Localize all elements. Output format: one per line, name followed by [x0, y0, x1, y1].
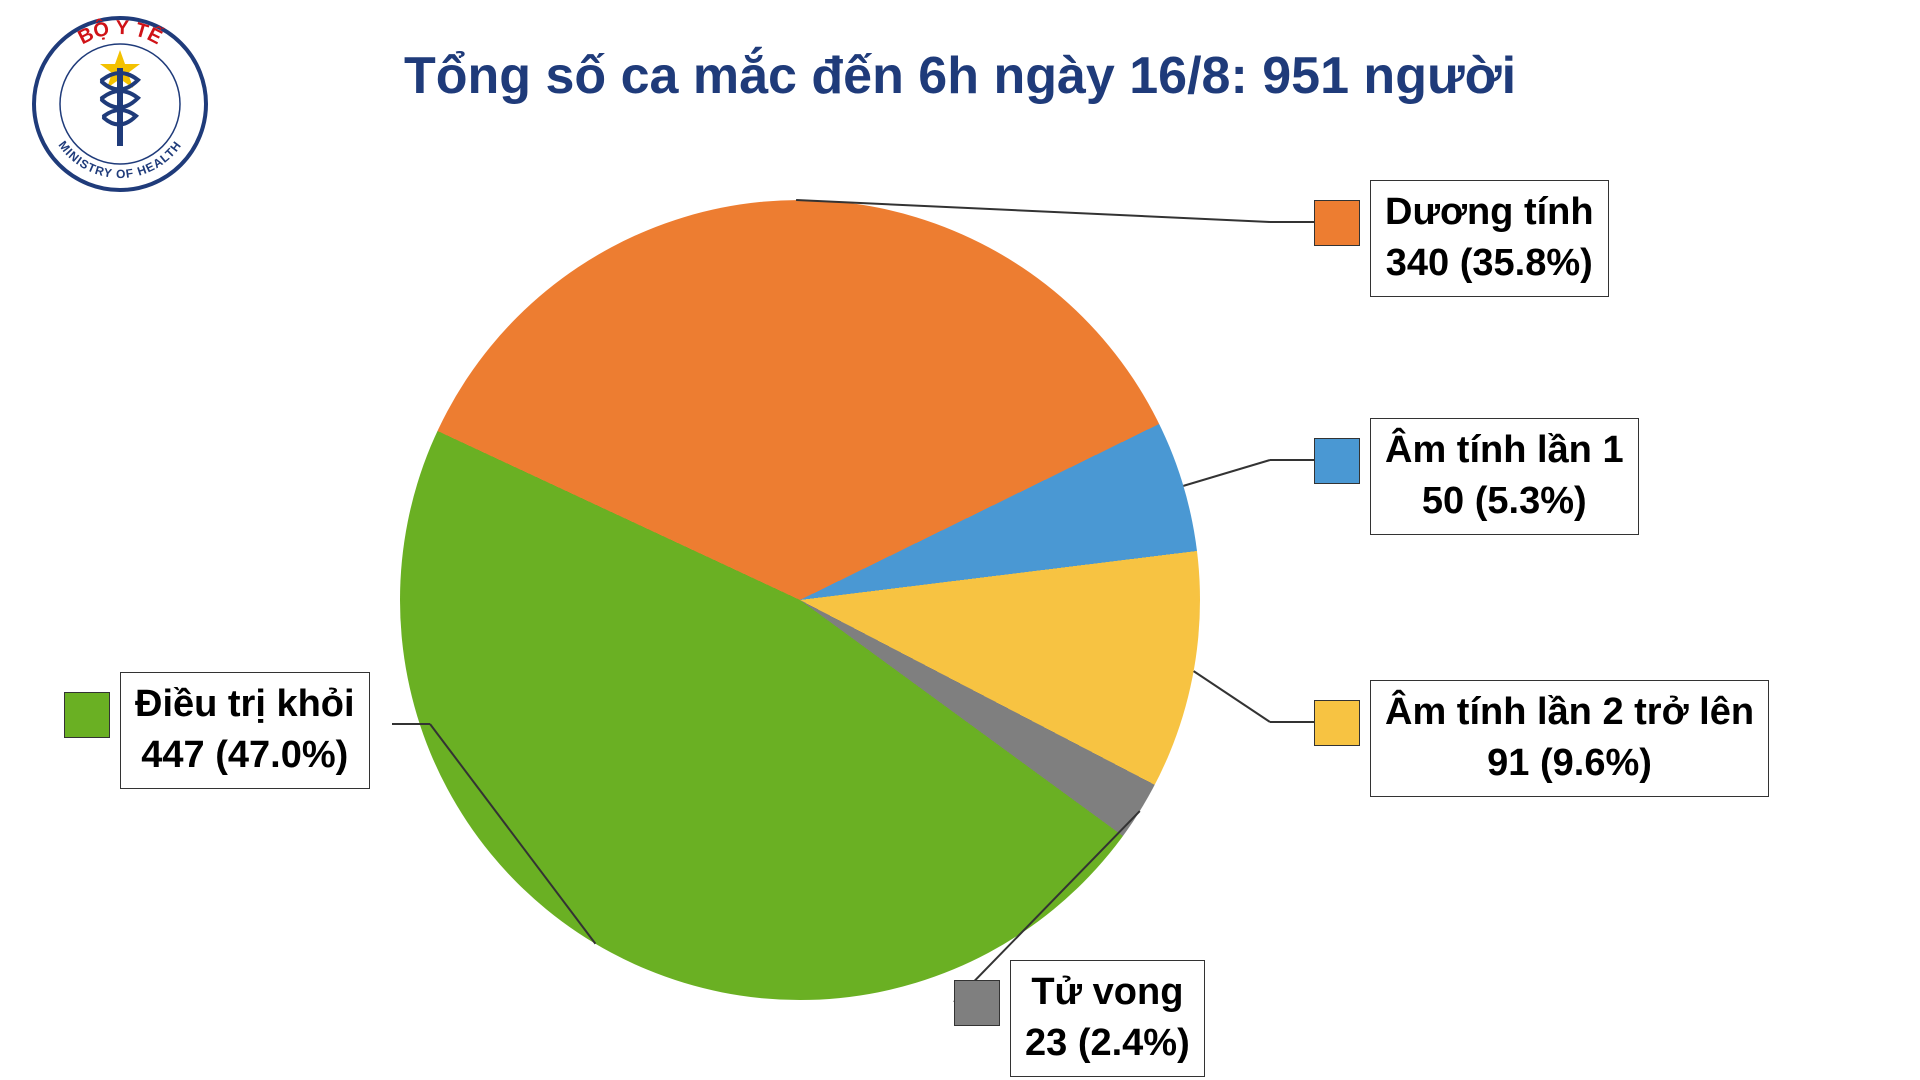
legend-line2: 340 (35.8%) — [1386, 242, 1593, 284]
chart-title: Tổng số ca mắc đến 6h ngày 16/8: 951 ngư… — [0, 46, 1920, 106]
legend-swatch-death — [954, 980, 1000, 1026]
legend-swatch-positive — [1314, 200, 1360, 246]
legend-label-positive: Dương tính 340 (35.8%) — [1370, 180, 1609, 297]
legend-label-death: Tử vong 23 (2.4%) — [1010, 960, 1205, 1077]
legend-line1: Dương tính — [1385, 191, 1594, 233]
legend-label-recovered: Điều trị khỏi 447 (47.0%) — [120, 672, 370, 789]
legend-swatch-recovered — [64, 692, 110, 738]
legend-line2: 447 (47.0%) — [141, 734, 348, 776]
pie-chart — [400, 200, 1200, 1000]
legend-label-neg1: Âm tính lần 1 50 (5.3%) — [1370, 418, 1639, 535]
legend-swatch-neg2 — [1314, 700, 1360, 746]
legend-line1: Tử vong — [1031, 971, 1183, 1013]
legend-line2: 50 (5.3%) — [1422, 480, 1587, 522]
legend-line2: 23 (2.4%) — [1025, 1022, 1190, 1064]
legend-line2: 91 (9.6%) — [1487, 742, 1652, 784]
legend-line1: Âm tính lần 1 — [1385, 429, 1624, 471]
legend-line1: Âm tính lần 2 trở lên — [1385, 691, 1754, 733]
legend-label-neg2: Âm tính lần 2 trở lên 91 (9.6%) — [1370, 680, 1769, 797]
ministry-logo: BỘ Y TẾ MINISTRY OF HEALTH — [10, 0, 230, 214]
chart-stage: BỘ Y TẾ MINISTRY OF HEALTH Tổng số ca mắ… — [0, 0, 1920, 1080]
legend-line1: Điều trị khỏi — [135, 683, 355, 725]
legend-swatch-neg1 — [1314, 438, 1360, 484]
